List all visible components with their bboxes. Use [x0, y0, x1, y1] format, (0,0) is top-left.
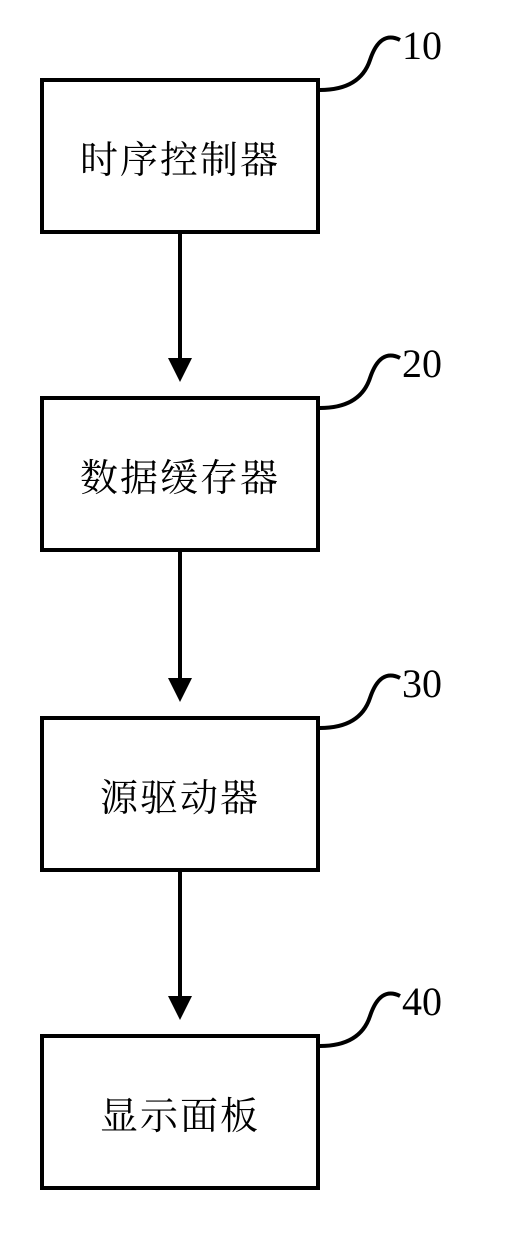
callout-arc	[320, 356, 400, 409]
node-label: 显示面板	[100, 1085, 260, 1140]
node-display-panel: 显示面板	[40, 1034, 320, 1190]
callout-label-20: 20	[402, 340, 442, 387]
callout-label-40: 40	[402, 978, 442, 1025]
callout-text: 30	[402, 661, 442, 706]
callout-arc	[320, 38, 400, 91]
node-label: 数据缓存器	[80, 447, 280, 502]
diagram-canvas: 时序控制器 数据缓存器 源驱动器 显示面板 10 20 30 40	[0, 0, 509, 1255]
callout-arcs	[320, 38, 400, 1047]
node-label: 时序控制器	[80, 129, 280, 184]
callout-arc	[320, 676, 400, 729]
node-source-driver: 源驱动器	[40, 716, 320, 872]
node-data-buffer: 数据缓存器	[40, 396, 320, 552]
callout-text: 40	[402, 979, 442, 1024]
callout-arc	[320, 994, 400, 1047]
callout-label-30: 30	[402, 660, 442, 707]
node-timing-controller: 时序控制器	[40, 78, 320, 234]
callout-text: 10	[402, 23, 442, 68]
callout-text: 20	[402, 341, 442, 386]
node-label: 源驱动器	[100, 767, 260, 822]
callout-label-10: 10	[402, 22, 442, 69]
